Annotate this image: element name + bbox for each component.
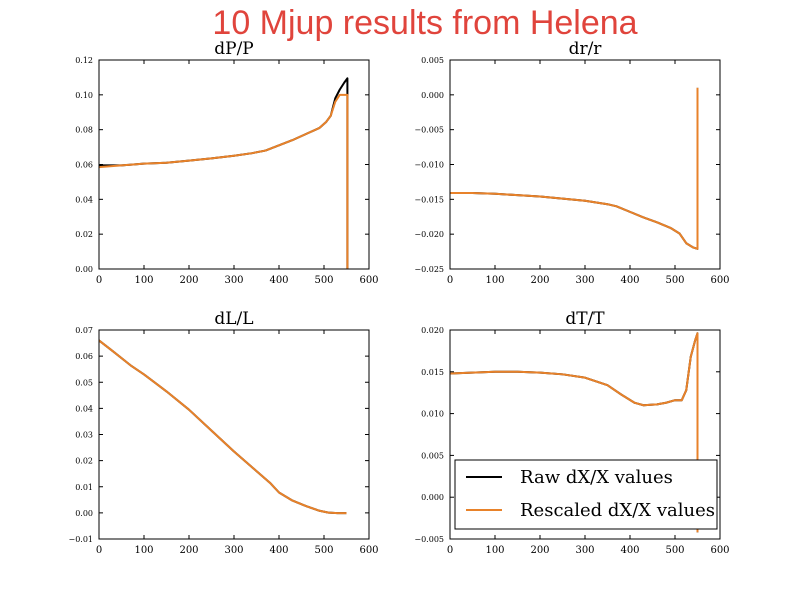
x-tick-label: 500	[665, 275, 684, 286]
y-tick-label: 0.000	[421, 91, 444, 100]
y-tick-label: 0.12	[75, 56, 93, 65]
y-tick-label: 0.07	[75, 326, 93, 335]
y-tick-label: 0.01	[75, 483, 93, 492]
y-tick-label: 0.005	[421, 56, 444, 65]
x-tick-label: 200	[530, 275, 549, 286]
subplot-title: dr/r	[569, 39, 603, 59]
y-tick-label: −0.015	[414, 195, 444, 204]
x-tick-label: 300	[224, 545, 243, 556]
axes-frame	[98, 329, 370, 540]
series-line-rescaled	[99, 93, 349, 269]
x-tick-label: 600	[359, 545, 378, 556]
y-tick-label: 0.03	[75, 431, 93, 440]
x-tick-label: 500	[314, 275, 333, 286]
series-line-rescaled	[450, 87, 699, 250]
x-tick-label: 400	[620, 545, 639, 556]
y-tick-label: 0.02	[75, 457, 93, 466]
y-tick-label: 0.00	[75, 265, 93, 274]
subplot-title: dT/T	[565, 309, 605, 329]
x-tick-label: 200	[179, 545, 198, 556]
x-tick-label: 200	[179, 275, 198, 286]
legend: Raw dX/X values Rescaled dX/X values	[454, 459, 718, 530]
x-tick-label: 300	[224, 275, 243, 286]
y-tick-label: 0.010	[421, 410, 444, 419]
y-tick-label: 0.04	[75, 195, 93, 204]
x-tick-label: 0	[96, 275, 102, 286]
series-line-rescaled	[450, 332, 699, 533]
x-tick-label: 0	[447, 545, 453, 556]
y-tick-label: −0.025	[414, 265, 444, 274]
y-tick-label: 0.000	[421, 493, 444, 502]
y-tick-label: 0.05	[75, 378, 93, 387]
x-tick-label: 100	[134, 275, 153, 286]
series-line-raw	[99, 77, 349, 269]
x-tick-label: 400	[269, 545, 288, 556]
subplot-title: dP/P	[214, 39, 254, 59]
subplot-1: dP/P 0 100 200 300 400 500 600 0.00 0.02 0.04 0.06 0…	[75, 39, 378, 286]
subplot-3: dL/L 0 100 200 300 400 500 600 −0.01 0.00 0.01 0.02…	[68, 309, 378, 556]
x-tick-label: 0	[96, 545, 102, 556]
x-tick-label: 300	[575, 545, 594, 556]
x-tick-label: 400	[269, 275, 288, 286]
subplots: dP/P 0 100 200 300 400 500 600 0.00 0.02 0.04 0.06 0…	[68, 39, 729, 556]
x-tick-label: 100	[134, 545, 153, 556]
x-tick-label: 500	[665, 545, 684, 556]
y-tick-label: −0.005	[414, 126, 444, 135]
x-tick-label: 500	[314, 545, 333, 556]
series-line-raw	[99, 339, 347, 515]
y-tick-label: −0.005	[414, 535, 444, 544]
x-tick-label: 100	[485, 545, 504, 556]
x-tick-label: 200	[530, 545, 549, 556]
x-tick-label: 300	[575, 275, 594, 286]
y-tick-label: 0.06	[75, 161, 93, 170]
legend-label-rescaled: Rescaled dX/X values	[520, 500, 715, 521]
y-tick-label: 0.06	[75, 352, 93, 361]
y-tick-label: 0.00	[75, 509, 93, 518]
y-tick-label: −0.010	[414, 161, 444, 170]
y-tick-label: 0.02	[75, 230, 93, 239]
y-tick-label: 0.015	[421, 368, 444, 377]
y-tick-label: 0.08	[75, 126, 93, 135]
x-tick-label: 600	[710, 275, 729, 286]
y-tick-label: −0.020	[414, 230, 444, 239]
x-tick-label: 600	[710, 545, 729, 556]
x-tick-label: 400	[620, 275, 639, 286]
x-tick-label: 100	[485, 275, 504, 286]
subplot-2: dr/r 0 100 200 300 400 500 600 −0.025 −0.020 −0.01…	[414, 39, 729, 286]
y-tick-label: 0.04	[75, 404, 93, 413]
y-tick-label: 0.10	[75, 91, 93, 100]
x-tick-label: 600	[359, 275, 378, 286]
y-tick-label: 0.020	[421, 326, 444, 335]
axes-frame	[449, 59, 721, 270]
legend-box	[454, 459, 718, 530]
y-tick-label: −0.01	[68, 535, 93, 544]
x-tick-label: 0	[447, 275, 453, 286]
figure-title: 10 Mjup results from Helena	[212, 4, 637, 42]
subplot-4: dT/T 0 100 200 300 400 500 600 −0.005 0.000 0.005 0…	[414, 309, 729, 556]
series-line-rescaled	[99, 339, 347, 515]
subplot-title: dL/L	[214, 309, 253, 329]
legend-label-raw: Raw dX/X values	[520, 467, 673, 488]
y-tick-label: 0.005	[421, 451, 444, 460]
